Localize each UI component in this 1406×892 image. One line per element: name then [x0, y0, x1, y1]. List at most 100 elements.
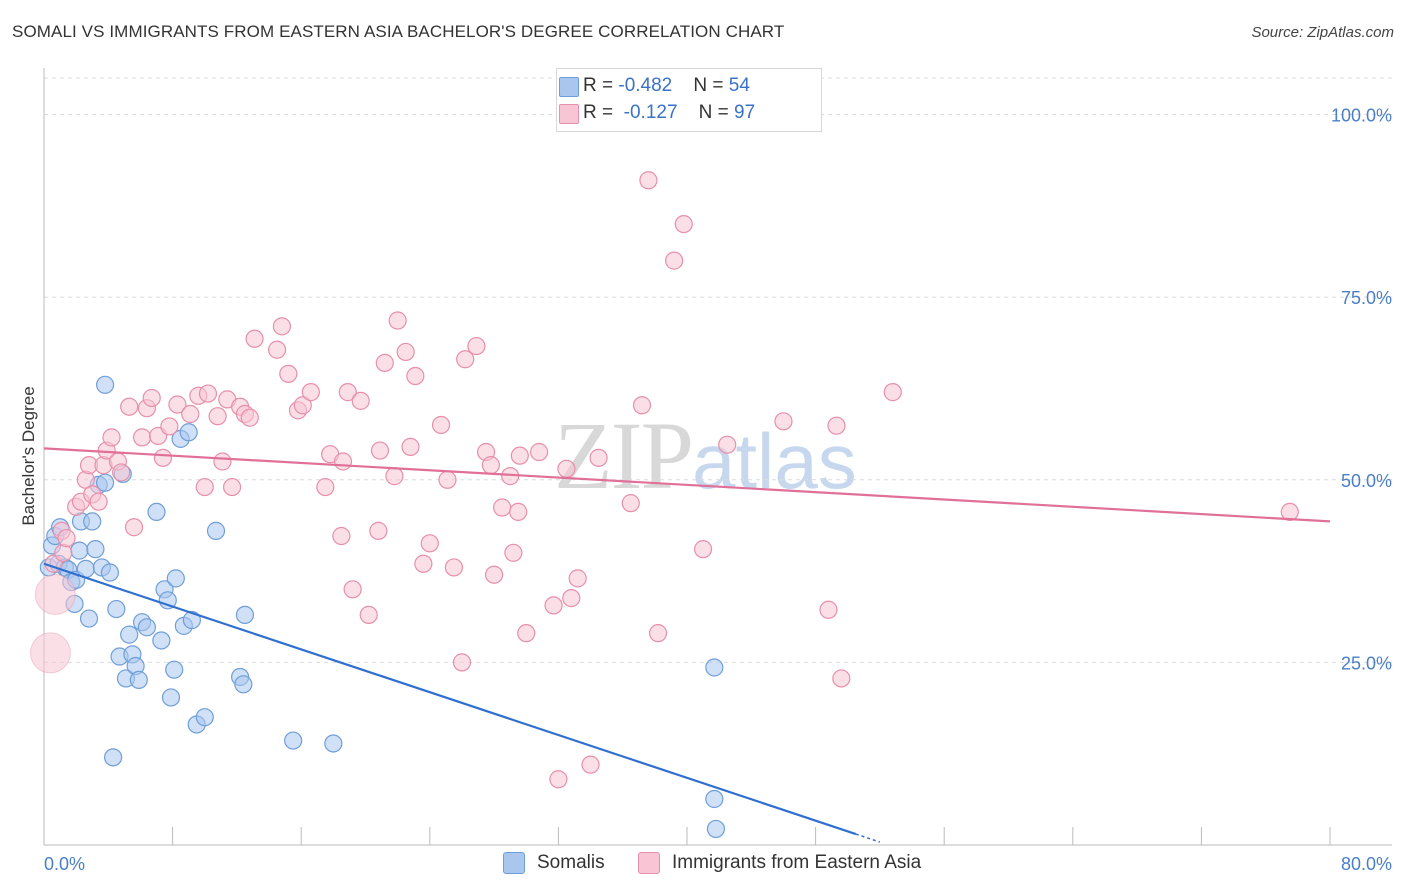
data-point [452, 653, 472, 672]
watermark: ZIPatlas [554, 400, 857, 511]
data-point [198, 384, 218, 403]
data-point [160, 417, 179, 436]
legend-n-value: 97 [734, 102, 756, 123]
series-legend-somalis[interactable]: Somalis [503, 852, 605, 874]
data-point [832, 669, 851, 688]
data-point [544, 596, 563, 615]
data-point [385, 467, 404, 486]
data-points [29, 171, 1299, 839]
data-point [284, 731, 303, 750]
data-point [621, 494, 640, 513]
data-point [456, 350, 475, 369]
data-point [181, 404, 200, 424]
data-point [705, 658, 724, 677]
data-point [324, 734, 343, 753]
data-point [493, 498, 512, 517]
data-point [120, 625, 139, 644]
watermark-zip: ZIP [554, 402, 694, 509]
data-point [388, 311, 407, 330]
data-point [414, 554, 433, 573]
data-point [89, 492, 108, 511]
data-point [107, 599, 126, 619]
data-point [208, 407, 227, 426]
data-point [819, 600, 838, 619]
series-label-somalis: Somalis [537, 852, 605, 873]
data-point [222, 477, 242, 497]
data-point [100, 563, 120, 582]
data-point [168, 395, 187, 414]
chart-title: SOMALI VS IMMIGRANTS FROM EASTERN ASIA B… [12, 22, 785, 41]
data-point [530, 442, 549, 462]
data-point [95, 473, 115, 492]
data-point [279, 364, 298, 383]
series-legend-eastern-asia[interactable]: Immigrants from Eastern Asia [638, 852, 921, 874]
legend-n-value: 54 [728, 75, 750, 96]
y-tick-label-2: 75.0% [1341, 288, 1392, 308]
data-point [112, 463, 131, 482]
y-axis-label: Bachelor's Degree [19, 386, 38, 525]
legend-r-value: -0.127 [618, 102, 678, 123]
data-point [827, 416, 846, 435]
data-point [351, 391, 370, 410]
data-point [234, 675, 253, 694]
data-point [195, 477, 214, 497]
legend-r-label: R = [583, 75, 619, 96]
data-point [517, 624, 536, 643]
data-point [1280, 502, 1299, 522]
data-point [86, 540, 105, 559]
data-point-large [34, 573, 76, 615]
data-point [235, 605, 255, 625]
data-point [132, 428, 152, 447]
data-point [589, 448, 608, 467]
data-point [481, 456, 500, 475]
data-point [665, 251, 684, 270]
series-1 [29, 171, 1299, 789]
data-point [104, 748, 123, 767]
data-point [240, 408, 259, 427]
data-point [510, 446, 529, 465]
data-point [102, 428, 121, 447]
data-point [557, 459, 576, 478]
data-point [83, 512, 102, 531]
data-point [343, 580, 362, 599]
y-tick-label-3: 100.0% [1331, 106, 1392, 126]
data-point [883, 383, 902, 402]
data-point [195, 708, 214, 727]
data-point [95, 375, 115, 394]
data-point [467, 336, 486, 356]
series-legend: Somalis Immigrants from Eastern Asia [0, 852, 1406, 878]
series-label-eastern-asia: Immigrants from Eastern Asia [672, 852, 922, 873]
grid-lines [44, 77, 1392, 663]
data-point [147, 502, 166, 522]
data-point [152, 631, 171, 650]
data-point [57, 529, 76, 548]
correlation-legend: R = -0.482 N = 54 R = -0.127 N = 97 [556, 68, 822, 132]
y-tick-label-0: 25.0% [1341, 653, 1392, 673]
data-point [549, 770, 568, 789]
data-point [438, 470, 457, 489]
data-point [179, 423, 198, 442]
data-point [431, 415, 451, 435]
data-point [485, 565, 504, 584]
data-point [420, 534, 439, 553]
data-point [166, 569, 185, 588]
data-point [632, 396, 652, 415]
legend-n-label: N = [698, 102, 735, 123]
axes [43, 68, 1392, 846]
data-point [316, 477, 335, 497]
data-point [79, 609, 99, 628]
tick-labels: 25.0% 50.0% 75.0% 100.0% 0.0% 80.0% [44, 106, 1392, 874]
trend-line-0 [43, 562, 857, 836]
data-point [332, 526, 351, 546]
data-point [706, 819, 726, 839]
data-point [369, 521, 388, 540]
data-point [568, 569, 587, 588]
x-tick-label-0: 0.0% [44, 854, 85, 874]
y-tick-label-1: 50.0% [1341, 471, 1392, 491]
data-point [120, 397, 139, 416]
data-point [245, 329, 264, 348]
trend-line-1 [43, 447, 1331, 523]
data-point [509, 502, 528, 522]
trend-line-extension-0 [855, 833, 881, 843]
legend-r-label: R = [583, 102, 619, 123]
